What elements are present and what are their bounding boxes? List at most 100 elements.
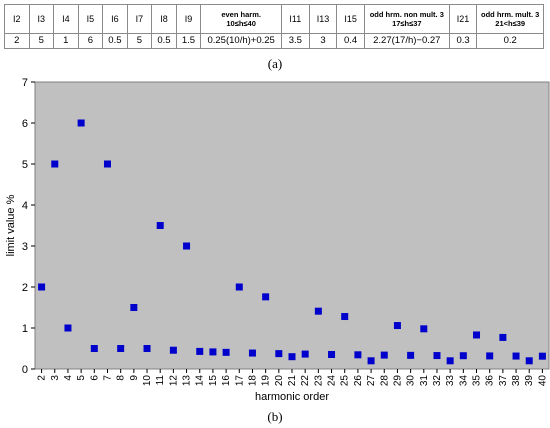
data-point (117, 345, 125, 352)
header-line: even harm. (221, 10, 261, 19)
data-point (367, 357, 375, 365)
data-point (459, 352, 467, 360)
value-cell: 1.5 (175, 33, 202, 49)
value-cell: 6 (77, 33, 104, 49)
y-tick-label: 1 (22, 323, 28, 335)
header-cell: I5 (77, 4, 104, 34)
header-cell-odd-mult3: odd hrm. mult. 3 21<h≤39 (476, 4, 544, 34)
x-tick-label: 35 (472, 375, 483, 387)
data-point (77, 119, 85, 127)
x-tick-label: 18 (247, 375, 258, 387)
value-cell: 3 (308, 33, 338, 49)
x-tick-label: 3 (50, 375, 61, 381)
data-point (473, 331, 481, 339)
value-cell: 0.3 (448, 33, 478, 49)
data-point (90, 345, 98, 352)
data-point (314, 307, 322, 315)
data-point (301, 350, 309, 358)
x-tick-label: 12 (168, 375, 179, 387)
header-cell-even-harmonics: even harm. 10≤h≤40 (200, 4, 283, 34)
data-point (169, 346, 177, 354)
header-line: 17≤h≤37 (392, 19, 422, 28)
data-point (64, 324, 72, 332)
data-points (38, 119, 546, 365)
data-point (262, 293, 270, 301)
value-cell: 0.25(10/h)+0.25 (200, 33, 283, 49)
data-point (407, 351, 415, 359)
x-tick-label: 40 (537, 375, 548, 387)
x-tick-label: 38 (511, 375, 522, 387)
data-point (512, 352, 520, 360)
data-point (235, 283, 243, 291)
plot-area (34, 81, 550, 370)
x-tick-label: 17 (234, 375, 245, 387)
value-cell: 2.27(17/h)−0.27 (363, 33, 450, 49)
value-cell: 0.5 (102, 33, 128, 49)
value-cell: 0.5 (151, 33, 177, 49)
header-cell: I9 (175, 4, 202, 34)
value-cell: 5 (126, 33, 153, 49)
y-tick-label: 5 (22, 159, 28, 171)
header-cell: I15 (336, 4, 365, 34)
x-tick-label: 22 (300, 375, 311, 387)
data-point (341, 313, 349, 321)
x-tick-label: 32 (432, 375, 443, 387)
x-tick-label: 9 (129, 375, 140, 381)
x-tick-label: 11 (155, 375, 166, 386)
data-point (156, 222, 164, 229)
x-tick-label: 2 (37, 375, 48, 381)
y-tick-label: 7 (22, 77, 28, 89)
data-point (248, 349, 256, 357)
y-tick-label: 4 (22, 200, 28, 212)
data-point (393, 322, 401, 330)
data-point (499, 333, 507, 341)
header-line: odd hrm. mult. 3 (481, 10, 540, 19)
data-point (130, 304, 138, 311)
x-tick-label: 19 (261, 375, 272, 387)
header-cell: I13 (308, 4, 338, 34)
x-tick-label: 29 (392, 375, 403, 387)
x-tick-label: 25 (340, 375, 351, 387)
x-tick-label: 16 (221, 375, 232, 387)
x-axis-label: harmonic order (255, 391, 329, 403)
data-point (538, 352, 546, 360)
data-point (51, 160, 59, 168)
x-tick-label: 37 (498, 375, 509, 387)
data-point (143, 345, 151, 352)
value-cell: 0.4 (336, 33, 365, 49)
x-axis: 2 3 4 5 6 7 8 9 10 11 12 13 14 15 16 17 18 19 20 21 22 23 24 25… (37, 369, 548, 387)
x-tick-label: 23 (313, 375, 324, 387)
x-tick-label: 8 (116, 375, 127, 381)
x-tick-label: 28 (379, 375, 390, 387)
header-line: 21<h≤39 (495, 19, 526, 28)
header-cell: I7 (126, 4, 153, 34)
data-point (446, 357, 454, 365)
data-point (103, 160, 111, 168)
data-point (222, 348, 230, 356)
data-point (420, 325, 428, 333)
x-tick-label: 13 (182, 375, 193, 387)
header-cell-odd-non-mult3: odd hrm. non mult. 3 17≤h≤37 (363, 4, 450, 34)
x-tick-label: 34 (458, 375, 469, 387)
x-tick-label: 39 (524, 375, 535, 387)
data-point (275, 350, 283, 358)
data-point (196, 347, 204, 355)
value-cell: 0.2 (476, 33, 544, 49)
limits-table: I2 I3 I4 I5 I6 I7 I8 I9 even harm. 10≤h≤4… (4, 4, 544, 49)
x-tick-label: 15 (208, 375, 219, 387)
x-tick-label: 10 (142, 375, 153, 387)
header-cell: I4 (53, 4, 79, 34)
caption-a: (a) (267, 56, 283, 71)
header-cell: I6 (102, 4, 128, 34)
y-axis: 0 1 2 3 4 5 6 7 (22, 77, 35, 376)
x-tick-label: 14 (195, 375, 206, 387)
table-value-row: 2 5 1 6 0.5 5 0.5 1.5 0.25(10/h)+0.25 3.… (4, 33, 544, 49)
data-point (433, 352, 441, 360)
data-point (486, 352, 494, 360)
header-cell: I3 (28, 4, 55, 34)
x-tick-label: 36 (485, 375, 496, 387)
y-axis-label: limit value % (5, 194, 17, 256)
x-tick-label: 4 (63, 375, 74, 381)
y-tick-label: 3 (22, 241, 28, 253)
value-cell: 2 (4, 33, 30, 49)
